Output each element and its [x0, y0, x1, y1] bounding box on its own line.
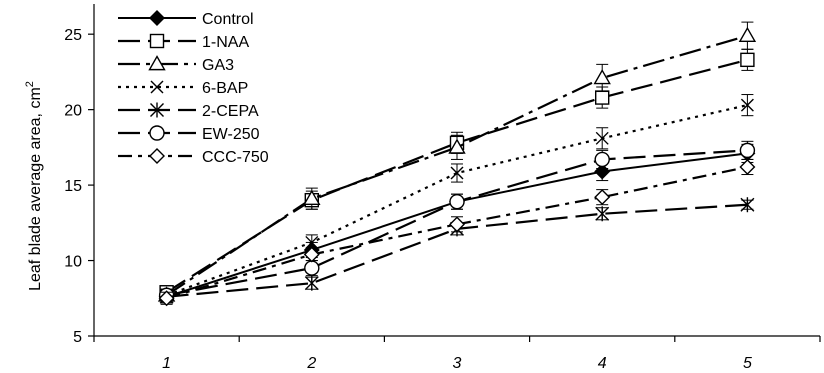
data-point — [594, 189, 611, 206]
data-point — [595, 90, 610, 105]
legend-swatch-marker — [149, 125, 165, 141]
data-point — [158, 290, 175, 307]
data-point — [305, 235, 319, 249]
data-point — [593, 69, 611, 85]
legend: Control 1-NAA GA3 6-BAP 2-CEPA EW-250 CCC-750 — [116, 7, 306, 167]
series-line — [166, 58, 748, 294]
series-ccc-750 — [158, 158, 756, 307]
marker-shape — [740, 52, 755, 68]
marker-shape — [595, 90, 610, 105]
marker-shape — [304, 260, 320, 276]
marker-shape — [739, 158, 756, 175]
marker-shape — [449, 216, 465, 233]
legend-swatch-marker — [149, 10, 165, 26]
marker-shape — [594, 151, 610, 168]
marker-shape — [739, 142, 756, 159]
data-point — [303, 189, 321, 205]
data-point — [595, 206, 610, 222]
legend-swatch-marker — [148, 55, 166, 71]
marker-shape — [593, 69, 611, 85]
marker-shape — [449, 193, 465, 210]
legend-label: CCC-750 — [202, 149, 269, 166]
legend-swatch-marker — [149, 33, 165, 49]
data-point — [594, 151, 610, 168]
series-line — [165, 34, 748, 297]
legend-swatch-marker — [150, 80, 164, 94]
data-point — [304, 260, 320, 276]
x-tick-label: 3 — [453, 355, 462, 372]
data-point — [304, 275, 319, 291]
marker-shape — [149, 10, 165, 26]
legend-label: Control — [202, 11, 254, 28]
y-axis-label-text: Leaf blade average area, cm — [27, 87, 44, 291]
legend-item-bg — [116, 7, 306, 29]
series-line — [166, 104, 748, 297]
legend-item-bg — [116, 76, 306, 98]
data-point — [448, 138, 466, 154]
y-tick-label: 20 — [64, 103, 82, 120]
marker-shape — [303, 246, 320, 263]
legend-item: 6-BAP — [116, 76, 306, 98]
legend-item: 2-CEPA — [116, 99, 306, 121]
marker-stroke — [595, 131, 609, 145]
legend-swatch-marker — [150, 102, 164, 118]
series-2-cepa — [159, 197, 755, 305]
legend-label: EW-250 — [202, 126, 260, 143]
legend-item-bg — [116, 145, 306, 167]
marker-shape — [158, 290, 175, 307]
series-ew-250 — [158, 140, 756, 303]
legend-item: EW-250 — [116, 122, 306, 144]
data-point — [595, 131, 609, 145]
legend-item: GA3 — [116, 53, 306, 75]
marker-stroke — [450, 166, 464, 180]
marker-shape — [594, 189, 611, 206]
data-point — [738, 26, 757, 43]
y-tick-label: 10 — [64, 254, 82, 271]
marker-shape — [448, 138, 466, 154]
marker-stroke — [740, 98, 754, 112]
data-point — [740, 197, 755, 213]
legend-item: CCC-750 — [116, 145, 306, 167]
y-tick-label: 25 — [64, 27, 82, 44]
data-point — [740, 52, 755, 68]
data-point — [449, 216, 465, 233]
y-axis-label: Leaf blade average area, cm2 — [24, 81, 44, 291]
legend-label: 1-NAA — [202, 34, 249, 51]
data-point — [449, 193, 465, 210]
legend-item: 1-NAA — [116, 30, 306, 52]
y-tick-label: 15 — [64, 178, 82, 195]
marker-stroke — [305, 235, 319, 249]
x-tick-label: 1 — [162, 355, 171, 372]
data-point — [303, 246, 320, 263]
series-line — [166, 165, 748, 300]
legend-item-bg — [116, 122, 306, 144]
legend-label: 6-BAP — [202, 80, 248, 97]
data-point — [739, 158, 756, 175]
data-point — [740, 98, 754, 112]
legend-item-bg — [116, 99, 306, 121]
y-axis-label-superscript: 2 — [24, 81, 36, 87]
marker-stroke — [150, 80, 164, 94]
marker-shape — [738, 26, 757, 43]
data-point — [739, 142, 756, 159]
y-tick-label: 5 — [73, 329, 82, 346]
data-point — [450, 166, 464, 180]
legend-label: 2-CEPA — [202, 103, 259, 120]
legend-item: Control — [116, 7, 306, 29]
x-tick-label: 5 — [743, 355, 752, 372]
x-tick-label: 4 — [598, 355, 607, 372]
axes: 5 10 15 20 25 1 2 3 4 5 — [64, 4, 821, 372]
marker-shape — [149, 125, 165, 141]
legend-swatch-marker — [149, 148, 165, 164]
legend-label: GA3 — [202, 57, 234, 74]
marker-shape — [303, 189, 321, 205]
marker-shape — [148, 55, 166, 71]
series-layer — [157, 21, 757, 307]
marker-shape — [149, 148, 165, 164]
marker-shape — [149, 33, 165, 49]
x-tick-label: 2 — [306, 355, 316, 372]
